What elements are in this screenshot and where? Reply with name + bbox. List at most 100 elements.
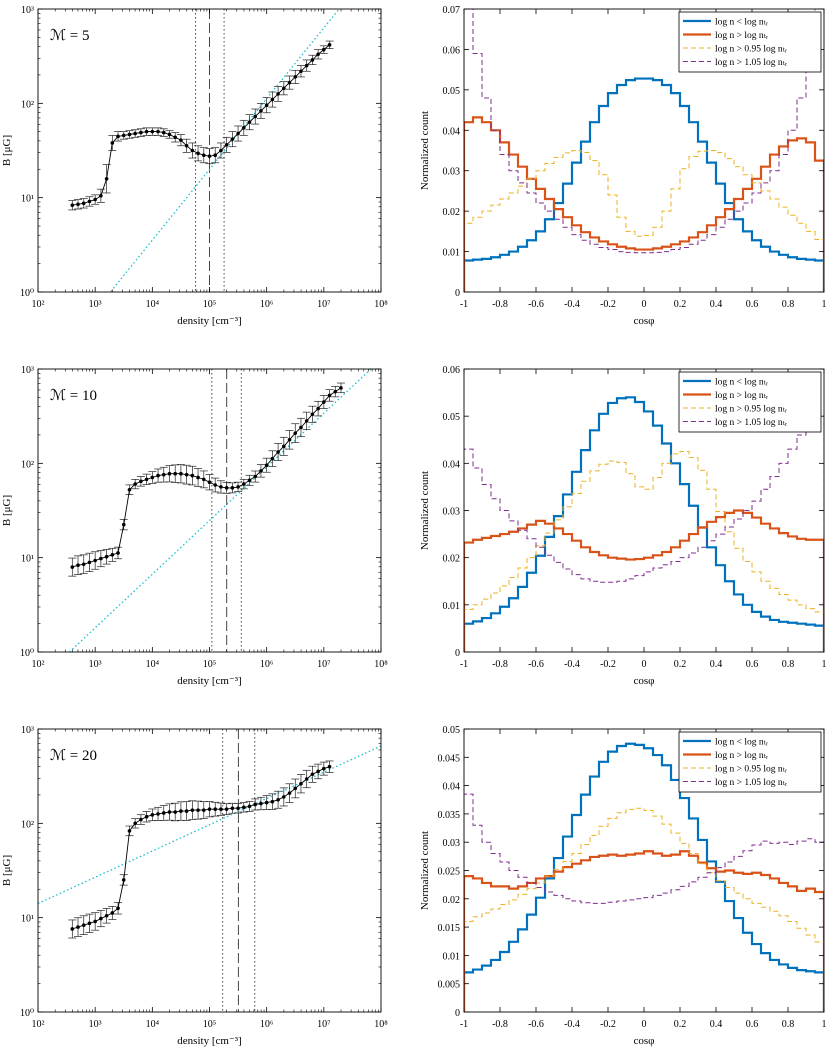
x-tick-label: -1 [460,659,468,670]
data-point [116,551,120,555]
x-tick-label: -0.2 [600,1019,616,1030]
data-point [299,69,303,74]
y-tick-label: 0.05 [443,725,461,736]
histogram-series-1 [464,116,824,292]
data-point [287,80,292,85]
power-law-fit-line [68,369,372,652]
histogram-series-3 [464,9,824,292]
data-point [293,75,298,79]
panel-cos5: -1 -0.8 -0.6 -0.4 -0.2 0 0.2 0.4 0.6 0.8 1 0 0.01 0.0… [419,5,827,327]
y-tick-label: 0.03 [443,507,461,518]
x-tick-label: 0.8 [782,299,795,310]
histogram-series-1 [464,850,824,1012]
data-point [179,809,183,813]
data-point [184,809,189,813]
data-point [230,486,235,490]
data-point [87,560,92,565]
data-point [213,807,218,811]
mach-number-label: ℳ = 10 [50,388,97,404]
plot-area [68,369,372,652]
histogram-series-3 [464,413,824,652]
data-point [133,131,137,136]
x-tick-label: 10³ [89,299,102,310]
data-point [236,131,240,136]
legend-entry: log n < log nₜᵣ [715,738,768,748]
data-point [81,562,86,567]
data-point [196,808,200,812]
data-point [93,558,97,563]
data-point [242,126,246,130]
y-tick-label: 0.01 [443,601,461,612]
y-tick-label: 10² [21,99,34,110]
data-point [133,482,137,486]
x-axis-label: density [cm⁻³] [177,1035,241,1047]
x-tick-label: -0.4 [564,659,580,670]
data-point [207,154,212,158]
y-axis-label: B [μG] [1,495,13,526]
data-point [161,811,166,815]
data-point [322,766,326,771]
data-point [150,813,155,817]
data-point [247,120,252,124]
data-point [224,486,229,490]
x-tick-label: -0.8 [492,299,508,310]
x-tick-label: 10⁷ [317,1019,331,1030]
data-point [190,473,195,478]
data-point [173,810,177,814]
x-axis-label: cosφ [633,315,654,327]
data-point [161,130,166,135]
y-tick-label: 10² [21,459,34,470]
data-point [264,463,269,468]
x-tick-label: 0 [642,299,647,310]
data-point [230,806,235,811]
data-point [201,153,206,158]
data-point [201,477,206,482]
legend: log n < log nₜᵣ log n > log nₜᵣ log n > 0.… [678,11,822,73]
data-point [70,927,75,931]
y-tick-label: 0.05 [443,412,461,423]
y-tick-label: 0.01 [443,951,461,962]
data-point [299,781,303,786]
axes-frame [463,8,825,293]
x-tick-label: 0.6 [746,299,759,310]
x-tick-label: 10⁷ [317,659,331,670]
y-tick-label: 0.02 [443,554,461,565]
y-tick-label: 0.035 [438,810,461,821]
x-tick-label: 10⁴ [146,299,160,310]
data-point [110,141,115,145]
data-point [213,483,218,487]
y-tick-label: 10¹ [21,194,34,205]
plot-area [464,9,824,292]
data-point [276,92,280,96]
data-point [327,764,332,769]
y-axis-label: Normalized count [419,831,431,910]
data-point [310,772,315,777]
x-tick-label: 1 [822,659,827,670]
data-point [259,469,263,473]
data-point [179,138,183,142]
histogram-series-3 [464,793,824,1012]
data-point [304,777,309,781]
y-axis-label: Normalized count [419,111,431,190]
data-point [70,203,75,208]
data-point [81,923,86,928]
x-tick-label: 0.2 [674,1019,687,1030]
data-point [322,47,326,52]
data-point [276,797,280,802]
x-tick-label: 10⁷ [317,299,331,310]
x-tick-label: -0.8 [492,659,508,670]
x-tick-label: 0.4 [710,659,723,670]
data-point [87,921,92,926]
data-point [139,479,143,484]
x-tick-label: 10³ [89,659,102,670]
legend-entry: log n > 0.95 log nₜᵣ [715,765,787,775]
data-point [236,806,240,811]
x-tick-label: -0.6 [528,299,544,310]
data-point [139,130,143,135]
x-tick-label: 0.4 [710,1019,723,1030]
data-point [104,177,109,181]
y-tick-label: 0.04 [443,459,461,470]
data-point [99,556,103,561]
y-tick-label: 10² [21,819,34,830]
data-point [127,829,132,833]
